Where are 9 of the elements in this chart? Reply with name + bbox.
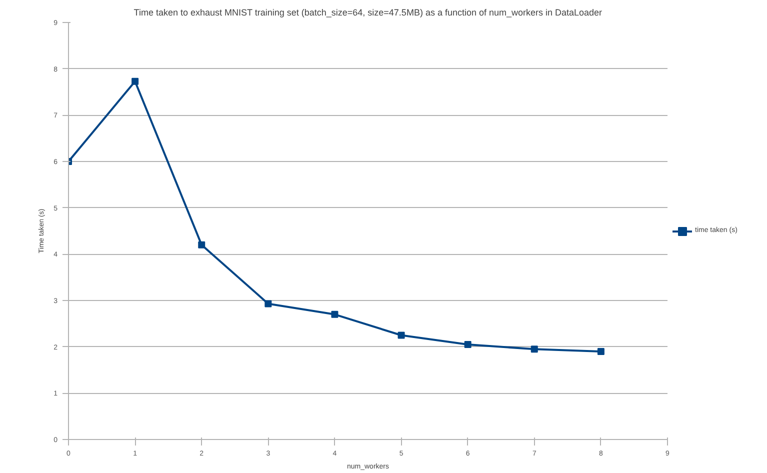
- point: [530, 346, 538, 353]
- point: [331, 310, 338, 318]
- chart-title: Time taken to exhaust MNIST training set (batch_size=64, size=47.5MB) as a function of num_workers in DataLoader: [134, 8, 602, 18]
- point: [464, 341, 472, 348]
- point: [264, 300, 272, 308]
- point: [198, 241, 206, 248]
- point: [597, 348, 604, 355]
- point: [132, 78, 139, 85]
- point: [398, 332, 405, 339]
